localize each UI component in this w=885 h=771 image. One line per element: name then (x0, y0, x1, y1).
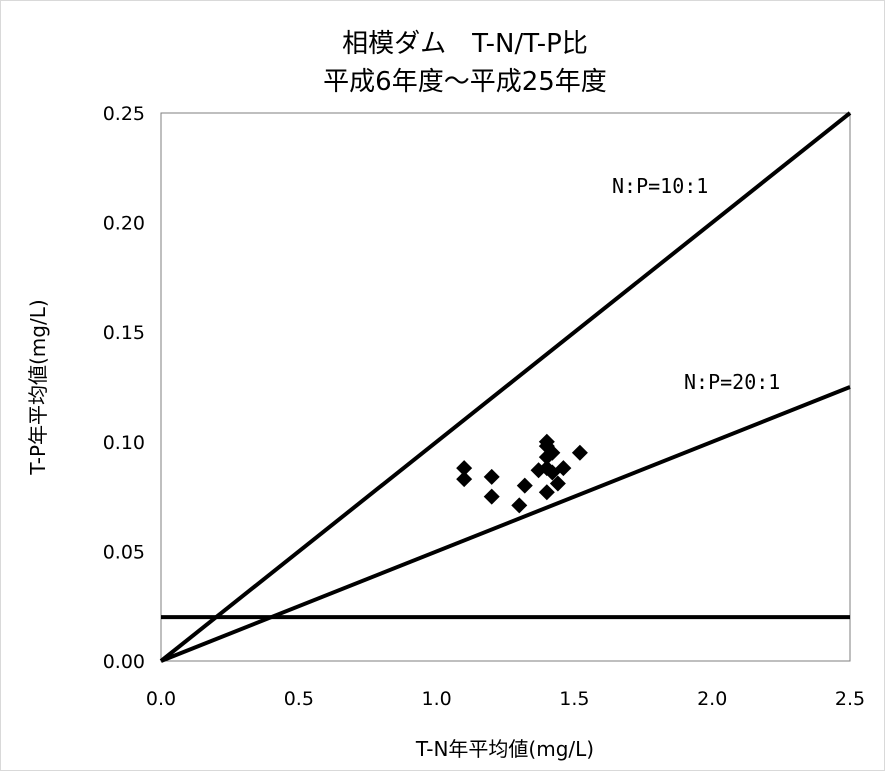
chart-subtitle: 平成6年度～平成25年度 (323, 67, 607, 97)
annotation-np-10-1: N:P=10:1 (612, 174, 708, 198)
y-tick-label: 0.15 (103, 322, 145, 344)
data-point-6 (516, 477, 533, 494)
reference-line-np-10-1 (159, 111, 852, 663)
y-tick-label: 0.25 (103, 103, 145, 125)
data-point-3 (483, 468, 500, 485)
data-point-1 (456, 460, 473, 477)
data-point-2 (456, 471, 473, 488)
data-points (456, 433, 588, 514)
x-tick-label: 0.5 (284, 688, 314, 710)
x-tick-label: 1.5 (559, 688, 589, 710)
x-axis-ticks: 0.0 0.5 1.0 1.5 2.0 2.5 (146, 688, 865, 710)
chart-title: 相模ダム T-N/T-P比 (342, 29, 588, 59)
x-tick-label: 1.0 (421, 688, 451, 710)
data-point-16 (555, 460, 572, 477)
y-tick-label: 0.00 (103, 651, 145, 673)
reference-lines (159, 111, 852, 663)
data-point-12 (538, 484, 555, 501)
data-point-17 (571, 444, 588, 461)
x-tick-label: 0.0 (146, 688, 176, 710)
x-axis-label: T-N年平均値(mg/L) (415, 737, 594, 761)
annotation-np-20-1: N:P=20:1 (684, 370, 780, 394)
data-point-4 (483, 488, 500, 505)
x-tick-label: 2.5 (835, 688, 865, 710)
data-point-15 (549, 475, 566, 492)
data-point-5 (511, 497, 528, 514)
y-tick-label: 0.20 (103, 213, 145, 235)
y-tick-label: 0.05 (103, 541, 145, 563)
y-axis-ticks: 0.00 0.05 0.10 0.15 0.20 0.25 (103, 103, 145, 673)
x-tick-label: 2.0 (697, 688, 727, 710)
y-axis-label: T-P年平均値(mg/L) (26, 299, 50, 475)
reference-line-np-20-1 (160, 385, 851, 663)
y-tick-label: 0.10 (103, 432, 145, 454)
data-point-13 (544, 444, 561, 461)
